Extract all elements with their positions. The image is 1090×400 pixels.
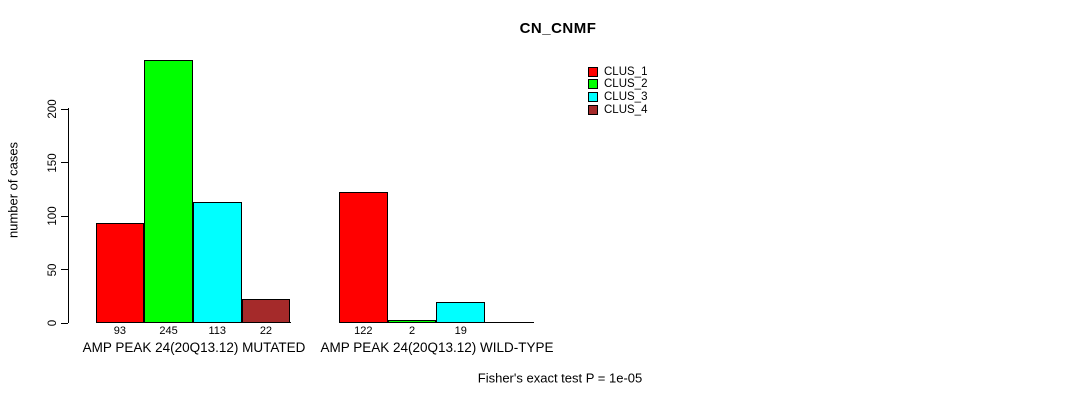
y-tick-mark (61, 109, 68, 110)
bar-clus_3 (193, 202, 242, 323)
legend-swatch-icon (588, 92, 598, 103)
legend-item-clus_4: CLUS_4 (588, 104, 647, 116)
legend-item-clus_2: CLUS_2 (588, 78, 647, 90)
bar-value-label: 245 (159, 325, 178, 337)
y-tick-mark (61, 323, 68, 324)
bar-value-label: 122 (354, 325, 373, 337)
legend-swatch-icon (588, 66, 598, 77)
legend-label: CLUS_3 (604, 91, 648, 104)
y-tick-label: 0 (47, 319, 59, 327)
legend-item-clus_1: CLUS_1 (588, 66, 647, 78)
bar-clus_2 (388, 320, 436, 323)
legend-label: CLUS_4 (604, 103, 648, 116)
y-axis-title: number of cases (5, 141, 21, 239)
fisher-test-annotation: Fisher's exact test P = 1e-05 (477, 370, 643, 386)
y-tick-label: 100 (47, 206, 59, 226)
y-tick-label: 50 (47, 263, 59, 276)
legend-item-clus_3: CLUS_3 (588, 91, 647, 103)
group-label-mutated: AMP PEAK 24(20Q13.12) MUTATED (82, 340, 306, 355)
group-label-wildtype: AMP PEAK 24(20Q13.12) WILD-TYPE (320, 340, 554, 355)
legend-label: CLUS_2 (604, 78, 648, 91)
bar-clus_1 (339, 192, 388, 323)
bar-value-label: 2 (408, 325, 416, 337)
bar-value-label: 19 (454, 325, 467, 337)
bar-value-label: 22 (259, 325, 273, 337)
bar-value-label: 113 (208, 325, 227, 337)
legend-label: CLUS_1 (604, 65, 648, 78)
chart-title: CN_CNMF (519, 20, 597, 37)
y-tick-label: 150 (47, 152, 59, 173)
bar-clus_1 (96, 223, 144, 323)
bar-clus_4 (242, 299, 290, 323)
y-tick-mark (61, 269, 68, 270)
legend-swatch-icon (588, 104, 598, 115)
legend-swatch-icon (588, 79, 598, 90)
y-axis-line (68, 108, 69, 323)
y-tick-mark (61, 216, 68, 217)
y-tick-label: 200 (47, 99, 59, 119)
bar-clus_2 (144, 60, 193, 323)
bar-clus_3 (436, 302, 485, 323)
y-tick-mark (61, 162, 68, 163)
bar-value-label: 93 (113, 325, 126, 337)
